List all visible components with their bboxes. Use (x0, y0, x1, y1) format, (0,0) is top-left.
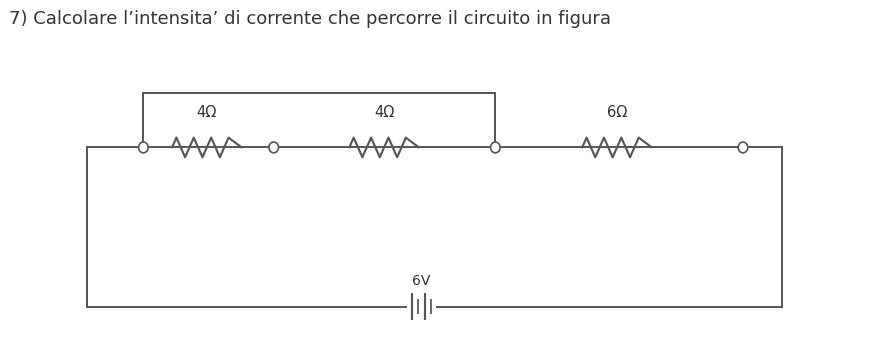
Text: 6V: 6V (412, 274, 431, 288)
Text: 4Ω: 4Ω (374, 105, 395, 120)
Circle shape (491, 142, 501, 153)
Text: 4Ω: 4Ω (196, 105, 217, 120)
Circle shape (138, 142, 148, 153)
Text: 6Ω: 6Ω (607, 105, 627, 120)
Text: 7) Calcolare l’intensita’ di corrente che percorre il circuito in figura: 7) Calcolare l’intensita’ di corrente ch… (9, 10, 611, 28)
Circle shape (739, 142, 748, 153)
Circle shape (269, 142, 278, 153)
